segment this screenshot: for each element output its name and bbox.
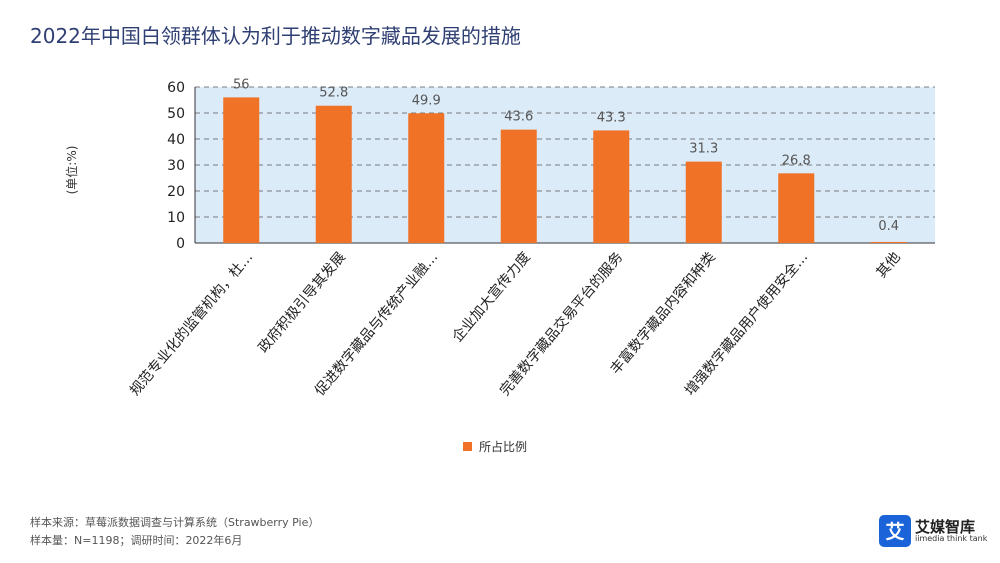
data-label: 43.6: [504, 110, 533, 125]
category-label: 丰富数字藏品内容和种类: [607, 249, 719, 378]
bar-4: [500, 129, 537, 243]
legend-label: 所占比例: [479, 439, 527, 454]
bar-1: [223, 97, 260, 244]
brand-logo: 艾 艾媒智库 iimedia think tank: [879, 515, 991, 547]
y-tick-label: 20: [167, 184, 185, 200]
source-note: 样本来源：草莓派数据调查与计算系统（Strawberry Pie）: [30, 516, 320, 529]
data-label: 52.8: [319, 86, 348, 101]
data-labels: 56 52.8 49.9 43.6 43.3 31.3 26.8 0.4: [233, 77, 899, 234]
category-label: 政府积极引导其发展: [256, 249, 349, 356]
data-label: 26.8: [782, 153, 811, 168]
page-title: 2022年中国白领群体认为利于推动数字藏品发展的措施: [30, 24, 521, 48]
bar-6: [685, 161, 722, 243]
category-label: 规范专业化的监管机构，杜…: [126, 249, 256, 399]
bars: [223, 97, 907, 244]
y-tick-label: 60: [167, 80, 185, 96]
y-tick-label: 50: [167, 106, 185, 122]
bar-2: [315, 105, 352, 243]
logo-glyph: 艾: [885, 521, 904, 543]
iimedia-logo-icon: 艾: [879, 515, 911, 547]
bar-8: [870, 241, 907, 243]
data-label: 56: [233, 77, 250, 92]
legend: 所占比例: [463, 439, 527, 454]
category-label: 企业加大宣传力度: [449, 249, 534, 346]
y-tick-label: 0: [176, 236, 185, 252]
bar-7: [778, 173, 815, 243]
category-label: 其他: [874, 249, 904, 281]
y-tick-label: 40: [167, 132, 185, 148]
logo-subtitle: iimedia think tank: [915, 534, 988, 543]
bar-5: [593, 130, 630, 243]
data-label: 0.4: [878, 219, 899, 234]
bar-chart: 0 10 20 30 40 50 60 56 52.8 49.9 43.6 43.3 31.3 26.8…: [64, 77, 935, 454]
bar-3: [408, 113, 445, 243]
sample-note: 样本量：N=1198；调研时间：2022年6月: [30, 534, 243, 547]
legend-swatch: [463, 442, 472, 451]
y-axis-label: (单位:%): [64, 146, 79, 195]
y-tick-label: 30: [167, 158, 185, 174]
y-tick-label: 10: [167, 210, 185, 226]
data-label: 43.3: [597, 110, 626, 125]
logo-name: 艾媒智库: [915, 518, 976, 536]
y-tick-labels: 0 10 20 30 40 50 60: [167, 80, 185, 252]
data-label: 31.3: [689, 142, 718, 157]
data-label: 49.9: [412, 93, 441, 108]
